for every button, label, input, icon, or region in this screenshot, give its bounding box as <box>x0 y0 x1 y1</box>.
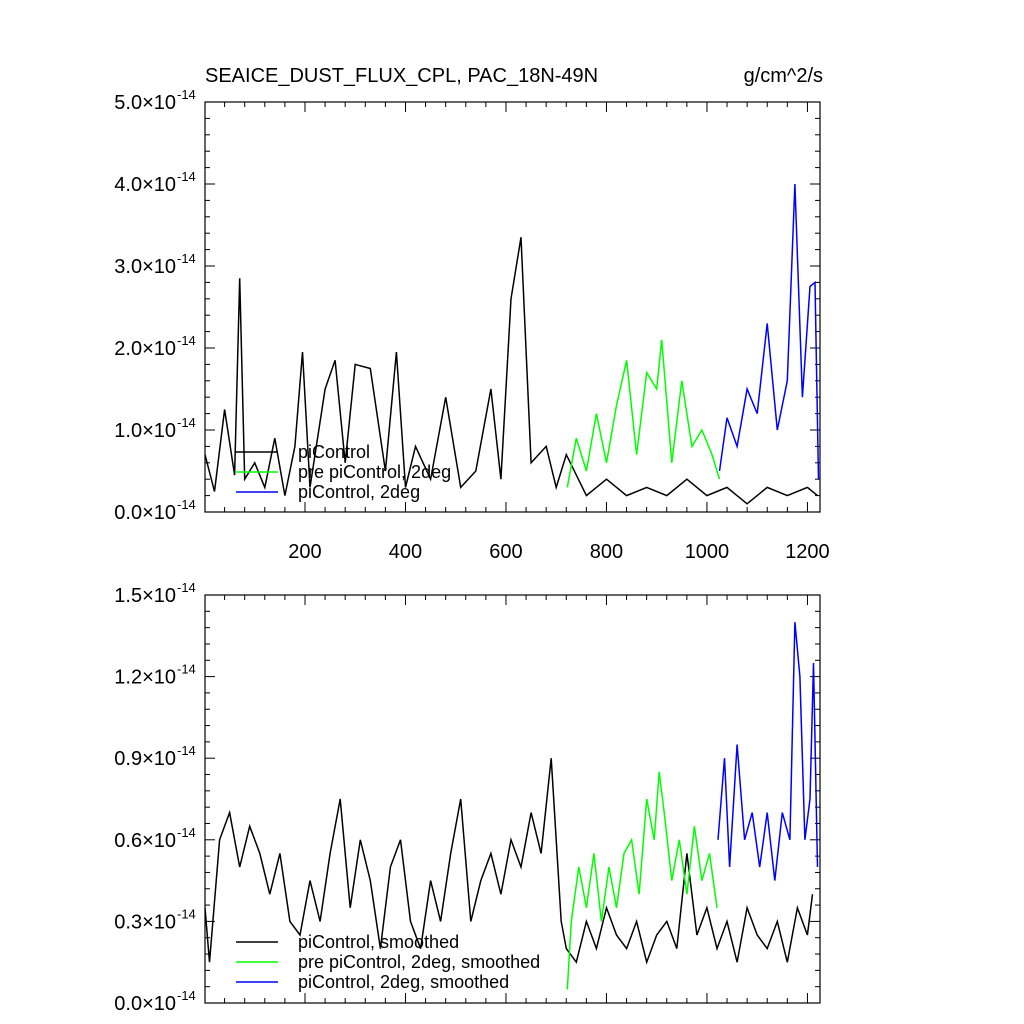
y-tick-label: 1.0×10 <box>114 420 176 442</box>
chart-panel-bottom: 0.0×10 -140.3×10 -140.6×10 -140.9×10 -141.2×… <box>114 580 821 1015</box>
y-tick-label: 5.0×10 <box>114 92 176 114</box>
y-tick-exponent: -14 <box>177 497 196 512</box>
legend-label: pre piControl, 2deg, smoothed <box>298 952 540 972</box>
y-tick-label: 0.0×10 <box>114 993 176 1015</box>
y-tick-exponent: -14 <box>177 662 196 677</box>
legend-label: piControl, 2deg, smoothed <box>298 972 509 992</box>
y-tick-exponent: -14 <box>177 415 196 430</box>
x-tick-label: 200 <box>288 541 321 563</box>
y-tick-exponent: -14 <box>177 87 196 102</box>
y-tick-exponent: -14 <box>177 251 196 266</box>
y-tick-label: 2.0×10 <box>114 338 176 360</box>
y-tick-exponent: -14 <box>177 333 196 348</box>
series-line-picontrol-smoothed <box>205 758 814 965</box>
y-tick-label: 1.2×10 <box>114 667 176 689</box>
legend-label: piControl <box>298 442 370 462</box>
y-tick-exponent: -14 <box>177 743 196 758</box>
y-tick-label: 0.3×10 <box>114 911 176 933</box>
series-line-picontrol-2deg-smoothed <box>717 622 819 881</box>
y-tick-label: 0.6×10 <box>114 830 176 852</box>
x-tick-label: 1200 <box>785 541 830 563</box>
chart-units-label: g/cm^2/s <box>744 65 823 87</box>
y-tick-exponent: -14 <box>177 906 196 921</box>
y-tick-label: 3.0×10 <box>114 256 176 278</box>
y-tick-exponent: -14 <box>177 988 196 1003</box>
x-tick-label: 800 <box>590 541 623 563</box>
x-tick-label: 600 <box>489 541 522 563</box>
y-tick-exponent: -14 <box>177 580 196 595</box>
plot-frame <box>204 594 821 1004</box>
y-tick-label: 0.9×10 <box>114 748 176 770</box>
legend-label: piControl, 2deg <box>298 482 420 502</box>
y-tick-label: 0.0×10 <box>114 502 176 524</box>
series-line-picontrol <box>205 237 818 505</box>
series-line-pre-picontrol-2deg-smoothed <box>566 771 718 990</box>
x-tick-label: 400 <box>389 541 422 563</box>
x-tick-label: 1000 <box>685 541 730 563</box>
series-line-pre-picontrol-2deg <box>566 339 721 488</box>
chart-title: SEAICE_DUST_FLUX_CPL, PAC_18N-49N <box>205 65 598 87</box>
y-tick-exponent: -14 <box>177 825 196 840</box>
y-tick-label: 1.5×10 <box>114 585 176 607</box>
series-line-picontrol-2deg <box>718 183 820 480</box>
y-tick-exponent: -14 <box>177 169 196 184</box>
legend-label: pre piControl, 2deg <box>298 462 451 482</box>
y-tick-label: 4.0×10 <box>114 174 176 196</box>
plot-frame <box>204 101 821 513</box>
legend-label: piControl, smoothed <box>298 932 459 952</box>
